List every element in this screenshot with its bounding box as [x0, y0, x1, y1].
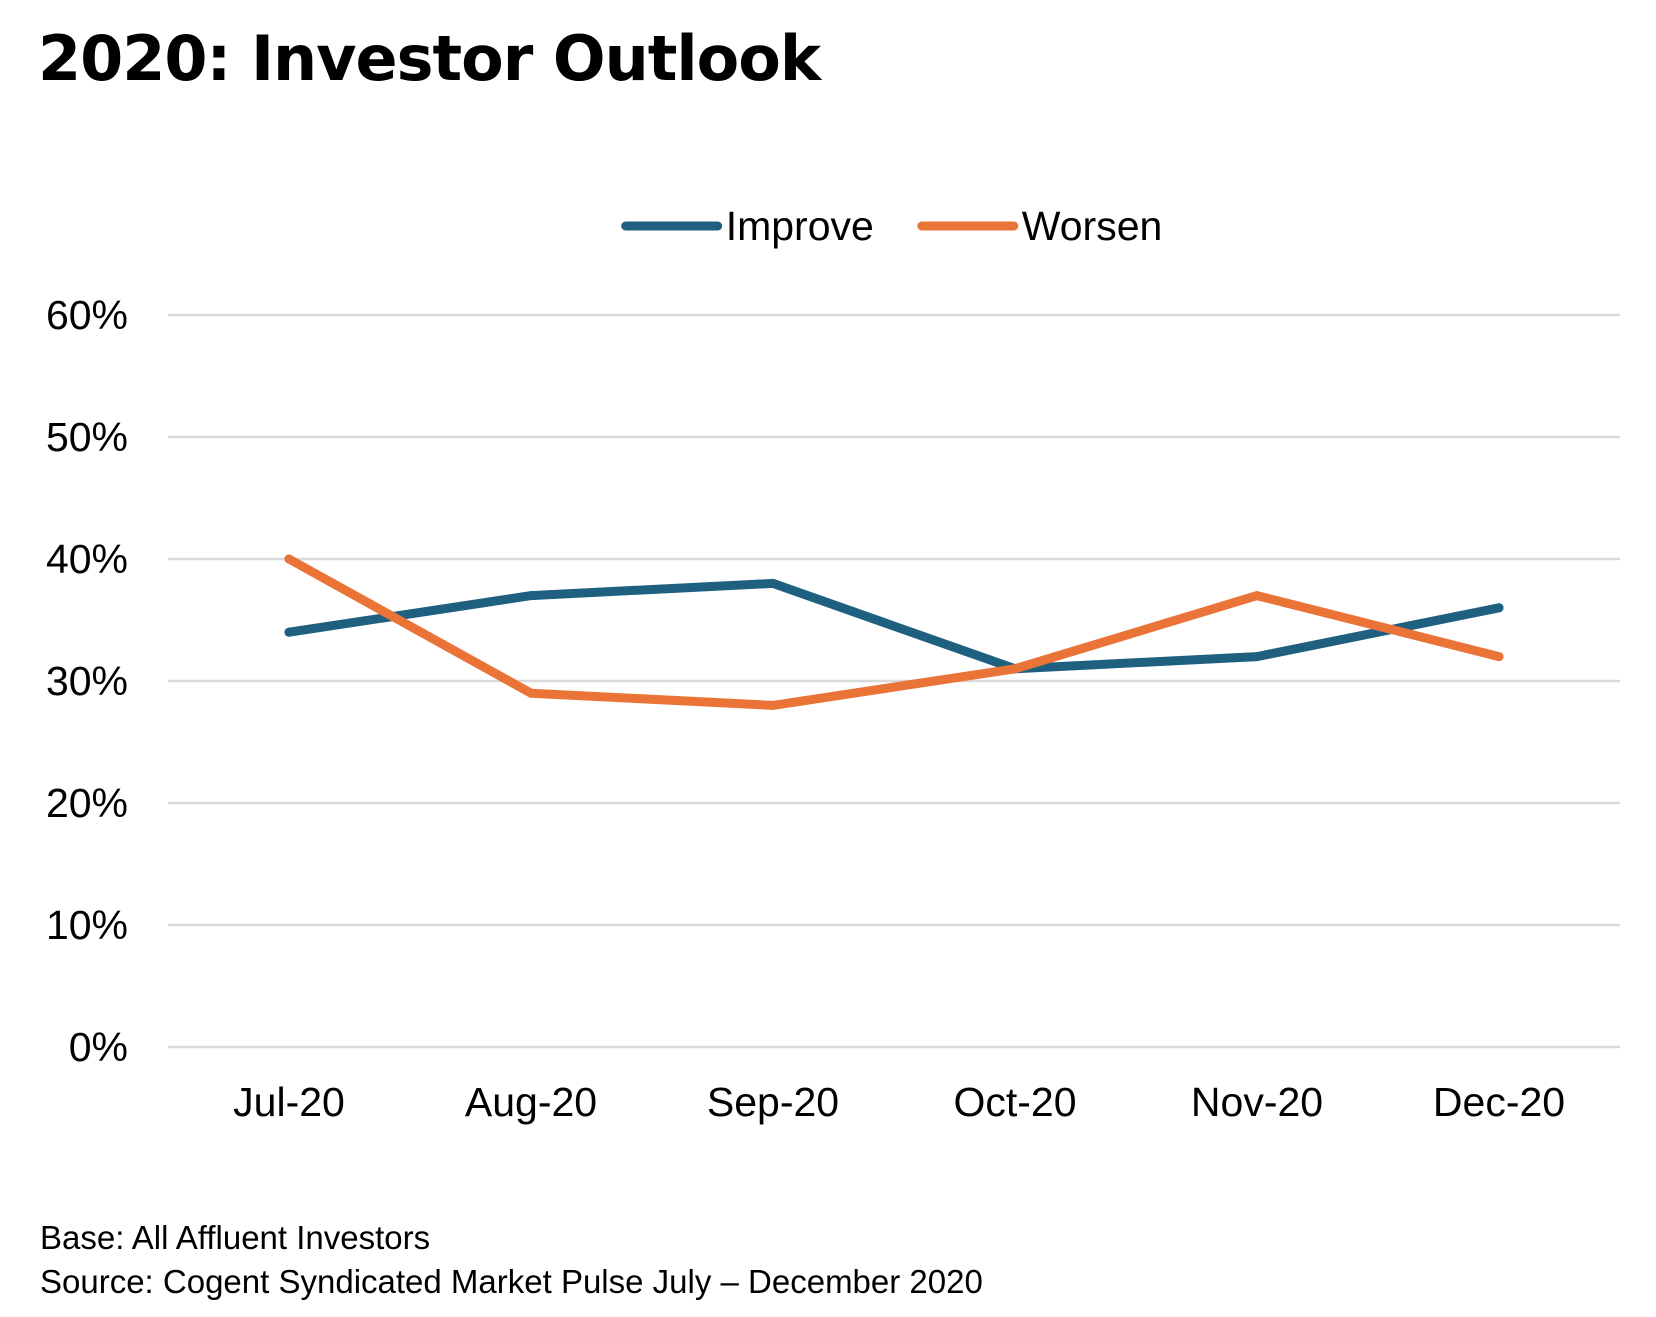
data-point-improve — [768, 578, 778, 588]
data-point-worsen — [1252, 591, 1262, 601]
series-line-worsen — [284, 554, 1504, 710]
x-tick-label: Dec-20 — [1433, 1079, 1565, 1125]
y-tick-label: 40% — [46, 536, 128, 582]
data-point-worsen — [1010, 664, 1020, 674]
legend-item-improve: Improve — [621, 203, 874, 249]
y-tick-label: 0% — [69, 1024, 128, 1070]
x-tick-label: Jul-20 — [233, 1079, 345, 1125]
x-axis-ticks: Jul-20 Aug-20 Sep-20 Oct-20 Nov-20 Dec-20 — [233, 1079, 1565, 1125]
legend-label: Improve — [726, 203, 874, 249]
footnote-base: Base: All Affluent Investors — [40, 1219, 431, 1256]
x-tick-label: Nov-20 — [1191, 1079, 1323, 1125]
x-tick-label: Sep-20 — [707, 1079, 839, 1125]
data-point-improve — [1252, 652, 1262, 662]
y-tick-label: 60% — [46, 292, 128, 338]
y-tick-label: 10% — [46, 902, 128, 948]
data-point-worsen — [526, 688, 536, 698]
y-tick-label: 20% — [46, 780, 128, 826]
legend: Improve Worsen — [621, 203, 1163, 249]
data-point-improve — [1494, 603, 1504, 613]
x-tick-label: Oct-20 — [953, 1079, 1076, 1125]
y-tick-label: 30% — [46, 658, 128, 704]
data-point-improve — [526, 591, 536, 601]
x-tick-label: Aug-20 — [465, 1079, 597, 1125]
data-point-improve — [284, 627, 294, 637]
y-axis-ticks: 0% 10% 20% 30% 40% 50% 60% — [46, 292, 128, 1070]
data-point-worsen — [284, 554, 294, 564]
y-tick-label: 50% — [46, 414, 128, 460]
legend-label: Worsen — [1022, 203, 1163, 249]
legend-item-worsen: Worsen — [917, 203, 1163, 249]
gridlines — [168, 313, 1620, 1049]
series-line-improve — [284, 578, 1504, 674]
data-point-worsen — [768, 700, 778, 710]
footnote-source: Source: Cogent Syndicated Market Pulse J… — [40, 1263, 983, 1300]
data-point-worsen — [1494, 652, 1504, 662]
chart-title: 2020: Investor Outlook — [38, 22, 821, 95]
series-lines — [284, 554, 1504, 710]
